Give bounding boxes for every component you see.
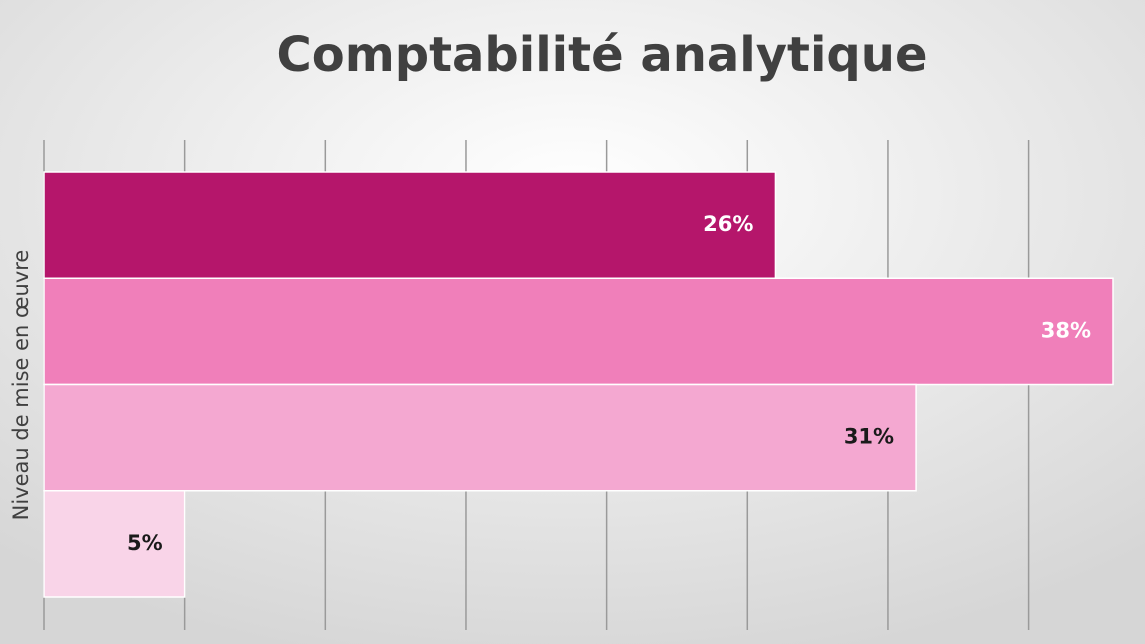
y-axis-label: Niveau de mise en œuvre (9, 250, 33, 521)
chart-title: Comptabilité analytique (276, 27, 927, 83)
data-label: 5% (127, 531, 163, 555)
data-label: 31% (844, 425, 894, 449)
data-label: 26% (703, 212, 753, 236)
data-label: 38% (1041, 318, 1091, 342)
bar (43, 383, 917, 492)
bar (43, 277, 1114, 386)
bar (43, 490, 186, 598)
bar (43, 171, 777, 279)
